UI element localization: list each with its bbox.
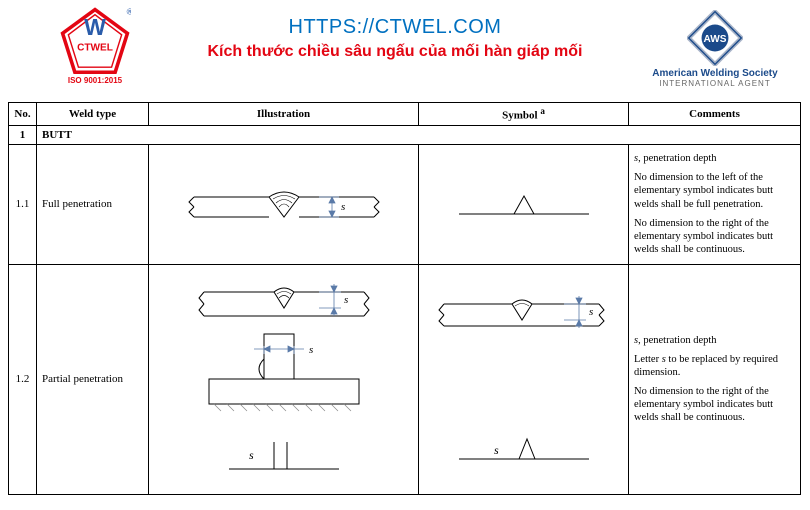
site-url: HTTPS://CTWEL.COM — [140, 16, 650, 39]
svg-text:s: s — [494, 443, 499, 457]
svg-text:s: s — [249, 448, 254, 462]
comment-line: s, penetration depth — [634, 152, 795, 165]
page-header: W CTWEL ® ISO 9001:2015 HTTPS://CTWEL.CO… — [0, 0, 810, 102]
comment-line: Letter s to be replaced by required dime… — [634, 353, 795, 379]
page-subtitle: Kích thước chiều sâu ngấu của mối hàn gi… — [140, 43, 650, 61]
comment-line: No dimension to the right of the element… — [634, 385, 795, 424]
aws-subtitle: INTERNATIONAL AGENT — [659, 79, 770, 88]
comment-line: s, penetration depth — [634, 334, 795, 347]
aws-name: American Welding Society — [652, 68, 777, 79]
th-comments: Comments — [629, 103, 801, 126]
row-no: 1.1 — [9, 144, 37, 264]
header-center: HTTPS://CTWEL.COM Kích thước chiều sâu n… — [140, 6, 650, 61]
row-type: Full penetration — [37, 144, 149, 264]
th-no: No. — [9, 103, 37, 126]
table-row: 1.2 Partial penetration — [9, 264, 801, 494]
svg-text:AWS: AWS — [704, 34, 727, 45]
aws-diamond-icon: AWS — [687, 10, 743, 66]
section-no: 1 — [9, 125, 37, 144]
ctwel-logo: W CTWEL ® ISO 9001:2015 — [50, 6, 140, 85]
svg-text:®: ® — [127, 7, 131, 17]
illustration-partial-penetration: s — [149, 264, 419, 494]
symbol-partial-penetration: s s — [419, 264, 629, 494]
row-no: 1.2 — [9, 264, 37, 494]
symbol-full-penetration — [419, 144, 629, 264]
section-row: 1 BUTT — [9, 125, 801, 144]
th-weld-type: Weld type — [37, 103, 149, 126]
th-symbol: Symbol a — [419, 103, 629, 126]
comments-cell: s, penetration depth No dimension to the… — [629, 144, 801, 264]
ctwel-pentagon-icon: W CTWEL ® — [59, 6, 131, 78]
comments-cell: s, penetration depth Letter s to be repl… — [629, 264, 801, 494]
svg-text:CTWEL: CTWEL — [77, 43, 113, 54]
row-type: Partial penetration — [37, 264, 149, 494]
weld-table: No. Weld type Illustration Symbol a Comm… — [8, 102, 801, 495]
table-header: No. Weld type Illustration Symbol a Comm… — [9, 103, 801, 126]
svg-text:s: s — [589, 306, 593, 318]
th-illustration: Illustration — [149, 103, 419, 126]
illustration-full-penetration: s — [149, 144, 419, 264]
section-label: BUTT — [37, 125, 801, 144]
comment-line: No dimension to the left of the elementa… — [634, 171, 795, 210]
iso-label: ISO 9001:2015 — [68, 76, 122, 85]
svg-text:s: s — [344, 294, 348, 306]
svg-text:W: W — [84, 14, 106, 40]
aws-logo: AWS American Welding Society INTERNATION… — [650, 6, 780, 88]
svg-text:s: s — [309, 344, 313, 356]
svg-text:s: s — [341, 201, 345, 213]
comment-line: No dimension to the right of the element… — [634, 217, 795, 256]
table-row: 1.1 Full penetration — [9, 144, 801, 264]
